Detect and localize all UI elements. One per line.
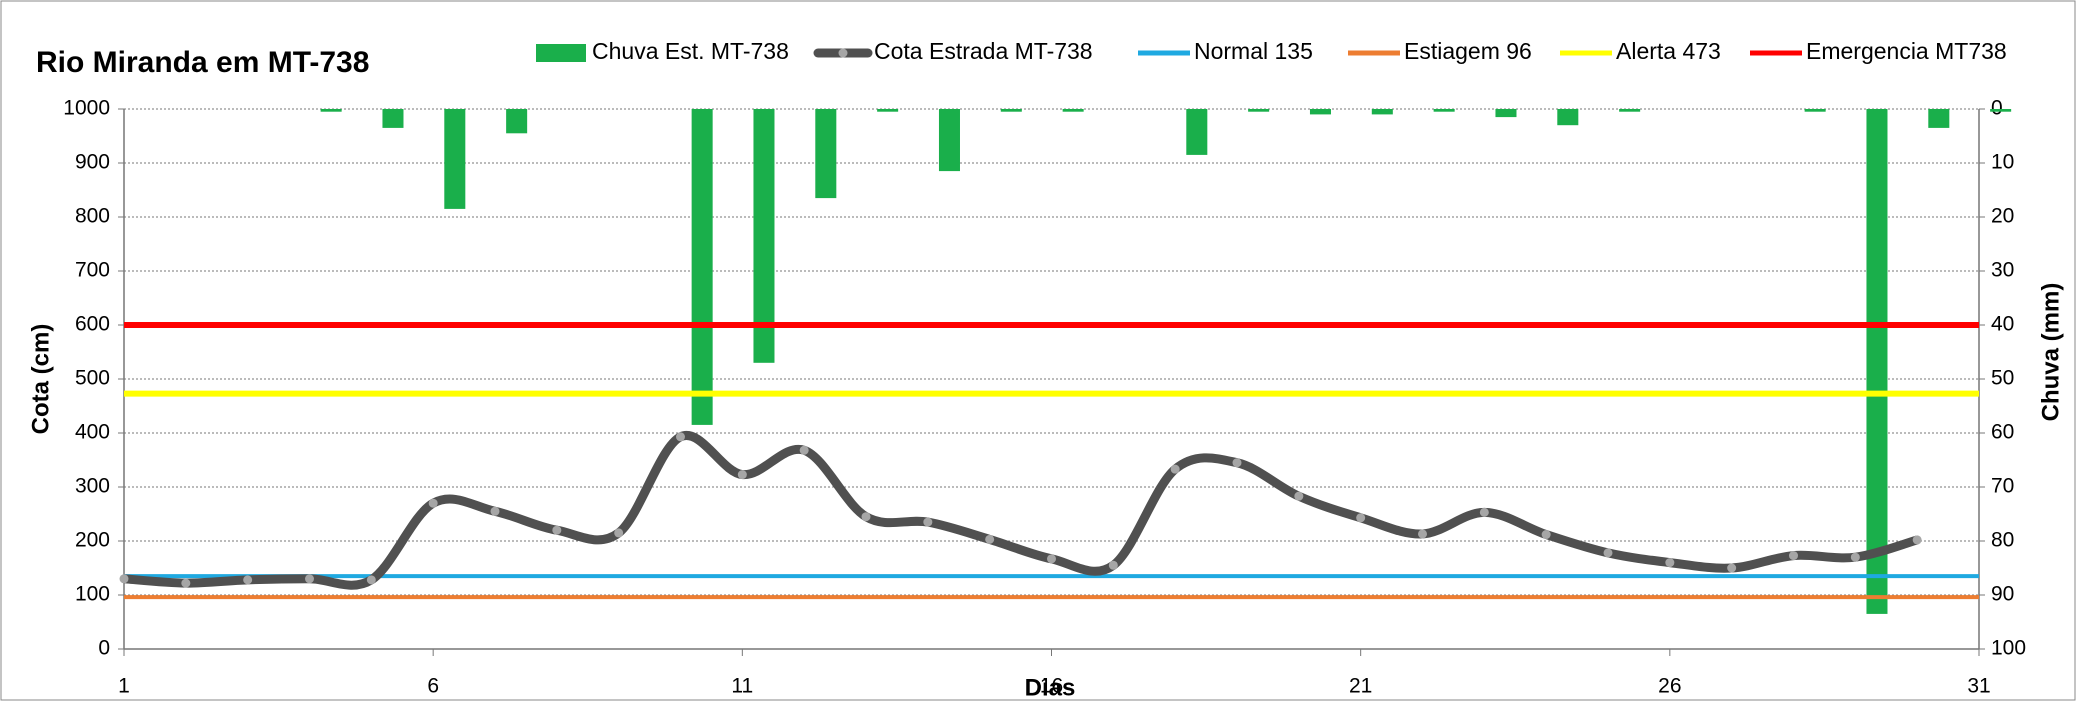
rain-bar xyxy=(1000,109,1022,112)
cota-marker xyxy=(428,498,438,508)
cota-marker xyxy=(1479,507,1489,517)
cota-marker xyxy=(737,470,747,480)
cota-marker xyxy=(1603,548,1613,558)
y-tick-label: 400 xyxy=(75,421,110,444)
x-tick-label: 11 xyxy=(731,675,753,698)
rain-bar xyxy=(320,109,342,112)
x-tick-label: 26 xyxy=(1658,675,1681,698)
y-tick-label: 300 xyxy=(75,475,110,498)
x-tick-label: 16 xyxy=(1040,675,1063,698)
y2-tick-label: 90 xyxy=(1991,583,2014,606)
legend-label: Estiagem 96 xyxy=(1404,38,1532,64)
y2-tick-label: 100 xyxy=(1991,637,2026,660)
rain-bar xyxy=(1062,109,1084,112)
cota-marker xyxy=(923,517,933,527)
rain-bar xyxy=(691,109,713,425)
y2-tick-label: 60 xyxy=(1991,421,2014,444)
legend-label: Cota Estrada MT-738 xyxy=(874,38,1093,64)
y2-tick-label: 40 xyxy=(1991,313,2014,336)
y2-tick-label: 80 xyxy=(1991,529,2014,552)
y2-axis-title: Chuva (mm) xyxy=(2037,283,2064,422)
rain-bar xyxy=(444,109,466,209)
cota-marker xyxy=(119,574,129,584)
rain-bar xyxy=(1619,109,1641,112)
y-tick-label: 800 xyxy=(75,205,110,228)
legend-swatch xyxy=(536,44,586,62)
x-tick-label: 21 xyxy=(1349,675,1372,698)
rain-bar xyxy=(1309,109,1331,115)
x-tick-label: 1 xyxy=(118,675,130,698)
rain-bar xyxy=(506,109,528,134)
cota-marker xyxy=(366,575,376,585)
y-tick-label: 600 xyxy=(75,313,110,336)
cota-marker xyxy=(1356,513,1366,523)
cota-marker xyxy=(799,445,809,455)
y2-tick-label: 0 xyxy=(1991,97,2003,120)
legend-label: Alerta 473 xyxy=(1616,38,1721,64)
cota-marker xyxy=(1541,530,1551,540)
y2-tick-label: 30 xyxy=(1991,259,2014,282)
cota-marker xyxy=(181,578,191,588)
cota-marker xyxy=(243,575,253,585)
rain-bar xyxy=(382,109,404,128)
x-tick-label: 31 xyxy=(1967,675,1990,698)
y-tick-label: 500 xyxy=(75,367,110,390)
cota-marker xyxy=(1294,491,1304,501)
cota-marker xyxy=(1850,552,1860,562)
cota-marker xyxy=(676,432,685,442)
cota-marker xyxy=(1727,563,1737,573)
rain-bar xyxy=(877,109,899,112)
y-tick-label: 100 xyxy=(75,583,110,606)
legend-label: Emergencia MT738 xyxy=(1806,38,2007,64)
y-tick-label: 900 xyxy=(75,151,110,174)
rain-bar xyxy=(938,109,960,172)
cota-marker xyxy=(1912,535,1922,545)
x-axis-title: Dias xyxy=(1025,674,1076,701)
cota-marker xyxy=(1418,529,1427,539)
cota-marker xyxy=(552,525,562,535)
cota-marker xyxy=(1108,560,1118,570)
cota-marker xyxy=(1170,464,1180,474)
cota-marker xyxy=(305,574,314,584)
rain-bar xyxy=(1557,109,1579,126)
rain-bar xyxy=(1248,109,1270,112)
y-axis-title: Cota (cm) xyxy=(27,324,54,435)
cota-marker xyxy=(985,534,995,544)
rain-bar xyxy=(1433,109,1455,112)
cota-marker xyxy=(1665,558,1675,568)
legend-label: Chuva Est. MT-738 xyxy=(592,38,789,64)
rain-bar xyxy=(1371,109,1393,115)
y-tick-label: 0 xyxy=(98,637,110,660)
legend-marker xyxy=(838,48,848,58)
y-tick-label: 1000 xyxy=(63,97,110,120)
y-tick-label: 200 xyxy=(75,529,110,552)
chart-title: Rio Miranda em MT-738 xyxy=(36,46,369,79)
rain-bar xyxy=(1804,109,1826,112)
cota-marker xyxy=(1047,554,1056,564)
x-tick-label: 6 xyxy=(427,675,439,698)
cota-marker xyxy=(490,506,500,516)
y2-tick-label: 10 xyxy=(1991,151,2014,174)
y-tick-label: 700 xyxy=(75,259,110,282)
y2-tick-label: 70 xyxy=(1991,475,2014,498)
cota-marker xyxy=(614,528,624,538)
y2-tick-label: 20 xyxy=(1991,205,2014,228)
cota-marker xyxy=(1789,551,1798,561)
cota-marker xyxy=(861,512,871,522)
rain-bar xyxy=(815,109,837,199)
rain-bar xyxy=(1495,109,1517,118)
y2-tick-label: 50 xyxy=(1991,367,2014,390)
cota-marker xyxy=(1232,458,1242,468)
rain-bar xyxy=(1186,109,1208,155)
rain-bar xyxy=(1866,109,1888,614)
rain-bar xyxy=(1990,109,2012,112)
rain-bar xyxy=(1928,109,1950,128)
rain-bar xyxy=(753,109,775,363)
legend-label: Normal 135 xyxy=(1194,38,1313,64)
